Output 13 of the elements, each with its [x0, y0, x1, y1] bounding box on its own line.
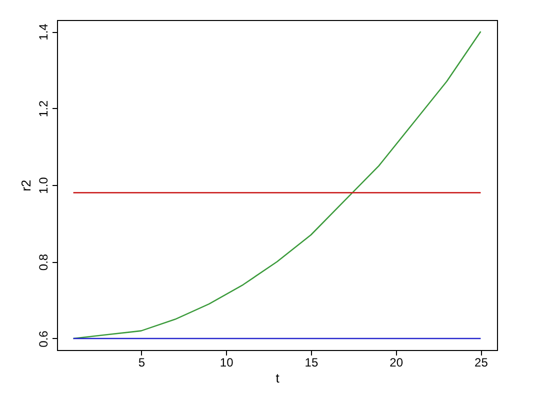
y-tick-label: 1.2 [36, 100, 50, 118]
line-series [72, 30, 482, 340]
x-axis-title: t [276, 370, 280, 386]
x-tick-label: 20 [390, 356, 404, 370]
x-tick-label: 25 [474, 356, 488, 370]
y-tick-label: 0.8 [36, 254, 50, 271]
y-tick-label: 1.0 [36, 176, 50, 194]
x-tick-label: 10 [220, 356, 234, 370]
x-tick-label: 15 [304, 356, 318, 370]
x-tick-label: 5 [138, 356, 146, 370]
y-tick-label: 1.4 [36, 23, 50, 40]
y-axis-title: r2 [18, 180, 34, 192]
y-tick-label: 0.6 [36, 330, 50, 348]
